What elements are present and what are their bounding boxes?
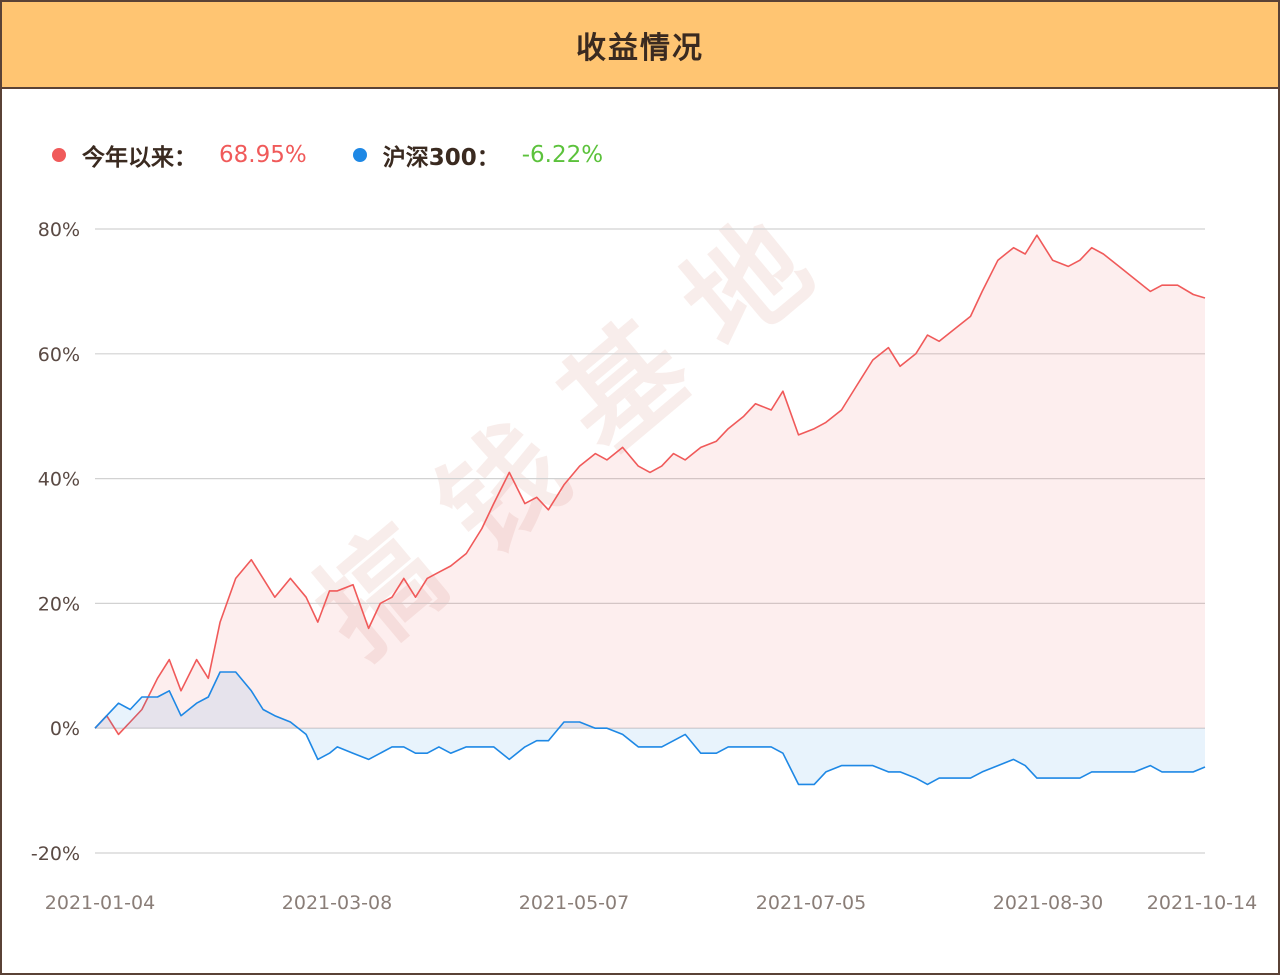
series-area-fund [95,235,1205,735]
series-line-fund[interactable] [94,234,1206,736]
x-tick-label: 2021-05-07 [519,892,629,914]
legend: 今年以来： 68.95% 沪深300： -6.22% [52,138,649,172]
series-group [94,234,1206,786]
x-axis: 2021-01-04 2021-03-08 2021-05-07 2021-07-05… [45,892,1257,914]
y-tick-label: -20% [31,843,80,865]
x-tick-label: 2021-01-04 [45,892,155,914]
y-tick-label: 60% [38,344,80,366]
legend-value: -6.22% [521,142,604,168]
legend-label: 沪深300： [382,145,500,171]
y-tick-label: 0% [50,718,80,740]
y-tick-label: 20% [38,593,80,615]
legend-label: 今年以来： [82,145,197,171]
chart-title: 收益情况 [576,30,704,66]
legend-value: 68.95% [219,142,307,168]
y-tick-label: 80% [38,219,80,241]
legend-item-index[interactable]: 沪深300： -6.22% [352,138,604,172]
y-tick-label: 40% [38,469,80,491]
series-area-index [95,672,1205,785]
legend-dot-icon [352,148,367,162]
x-tick-label: 2021-07-05 [756,892,866,914]
legend-dot-icon [52,148,66,162]
x-tick-label: 2021-03-08 [282,892,392,914]
legend-item-fund[interactable]: 今年以来： 68.95% [52,138,307,172]
x-tick-label: 2021-10-14 [1147,892,1257,914]
series-line-index[interactable] [94,671,1206,786]
chart-header: 收益情况 [2,2,1278,89]
y-axis: 80% 60% 40% 20% 0% -20% [31,219,80,865]
grid-lines [95,228,1205,854]
x-tick-label: 2021-08-30 [993,892,1103,914]
